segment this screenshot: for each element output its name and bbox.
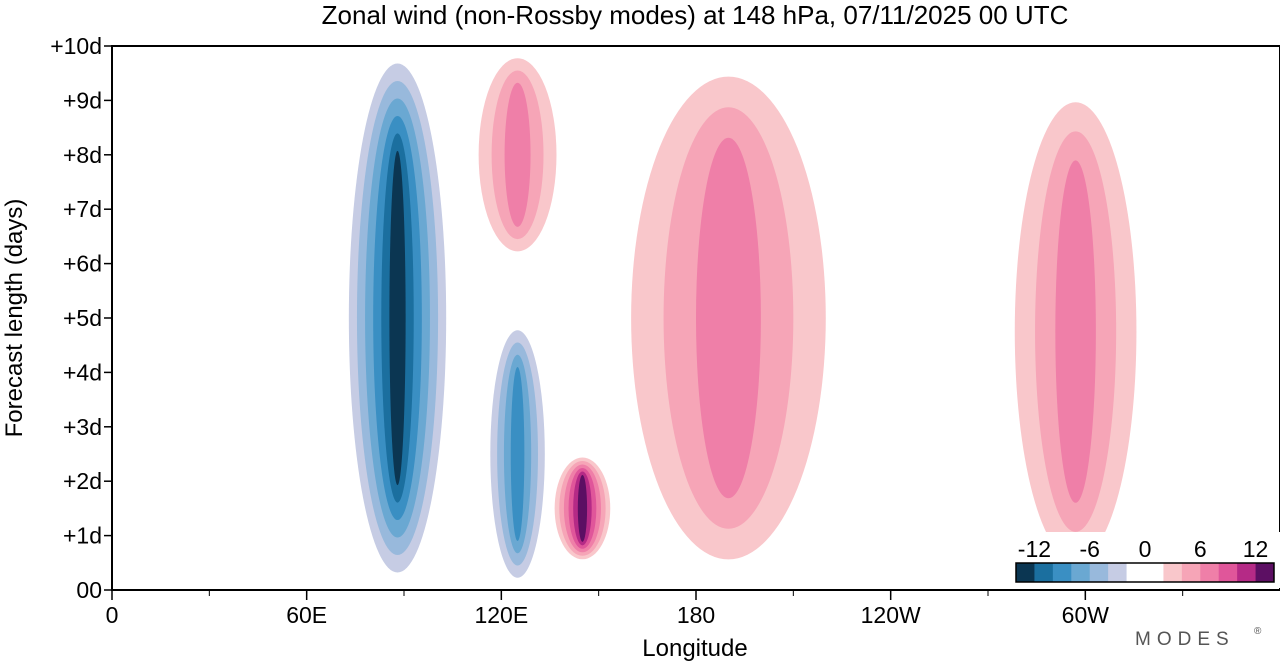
wind-feature-positive-3	[598, 46, 859, 590]
y-tick-label: +7d	[63, 196, 102, 222]
contour-band	[510, 366, 525, 542]
x-tick-label: 60W	[1062, 602, 1110, 628]
x-tick-label: 0	[106, 602, 119, 628]
contour-band	[696, 137, 761, 499]
y-tick-label: +6d	[63, 251, 102, 277]
colorbar-swatch	[1218, 563, 1238, 582]
y-tick-label: +9d	[63, 87, 102, 113]
colorbar-label: 0	[1139, 536, 1152, 562]
colorbar-swatch	[1145, 563, 1164, 582]
wind-feature-positive-2	[550, 454, 615, 563]
colorbar-swatch	[1255, 563, 1275, 582]
colorbar: -12 -6 0 6 12	[1010, 532, 1280, 588]
y-tick-label: 00	[76, 577, 102, 603]
colorbar-swatch	[1089, 563, 1109, 582]
colorbar-swatch	[1200, 563, 1220, 582]
y-axis-label: Forecast length (days)	[1, 199, 28, 438]
colorbar-swatch	[1181, 563, 1201, 582]
y-tick-label: +2d	[63, 468, 102, 494]
colorbar-swatch	[1016, 563, 1035, 582]
colorbar-label: -6	[1079, 536, 1099, 562]
colorbar-swatch	[1071, 563, 1091, 582]
y-tick-label: +10d	[50, 33, 102, 59]
colorbar-swatch	[1034, 563, 1054, 582]
wind-feature-negative-0	[340, 46, 455, 590]
y-tick-label: +4d	[63, 359, 102, 385]
y-tick-label: +3d	[63, 414, 102, 440]
y-tick-label: +8d	[63, 142, 102, 168]
contour-band	[389, 150, 406, 486]
colorbar-swatch	[1108, 563, 1128, 582]
colorbar-label: 6	[1194, 536, 1207, 562]
colorbar-label: -12	[1018, 536, 1051, 562]
colorbar-label: 12	[1243, 536, 1269, 562]
x-tick-label: 60E	[286, 602, 327, 628]
y-tick-label: +1d	[63, 523, 102, 549]
colorbar-frame	[1015, 562, 1275, 583]
colorbar-swatch	[1126, 563, 1146, 582]
colorbar-swatch	[1163, 563, 1183, 582]
axis-ticks: 0 60E 120E 180 120W 60W 00 +1d +2d +3d +4d +5d +6d +7…	[50, 33, 1184, 628]
registered-mark: ®	[1254, 626, 1262, 637]
contour-band	[1055, 160, 1096, 503]
wind-feature-positive-4	[465, 46, 570, 264]
wind-feature-positive-5	[994, 73, 1157, 590]
x-tick-label: 180	[677, 602, 715, 628]
contour-band	[577, 474, 588, 542]
wind-feature-negative-1	[483, 318, 552, 590]
x-axis-label: Longitude	[642, 635, 747, 662]
x-tick-label: 120W	[861, 602, 921, 628]
y-tick-label: +5d	[63, 305, 102, 331]
chart-title: Zonal wind (non-Rossby modes) at 148 hPa…	[322, 0, 1069, 30]
contour-band	[504, 82, 531, 227]
modes-logo: MODES	[1135, 629, 1235, 650]
colorbar-swatch	[1052, 563, 1072, 582]
colorbar-swatch	[1237, 563, 1257, 582]
contour-field	[340, 46, 1157, 590]
x-tick-label: 120E	[474, 602, 528, 628]
